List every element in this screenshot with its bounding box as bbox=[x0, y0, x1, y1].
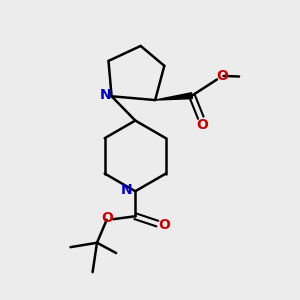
Polygon shape bbox=[155, 93, 192, 100]
Text: N: N bbox=[99, 88, 111, 102]
Text: O: O bbox=[216, 69, 228, 83]
Text: O: O bbox=[158, 218, 170, 232]
Text: N: N bbox=[121, 183, 133, 197]
Text: O: O bbox=[101, 211, 113, 225]
Text: O: O bbox=[196, 118, 208, 132]
